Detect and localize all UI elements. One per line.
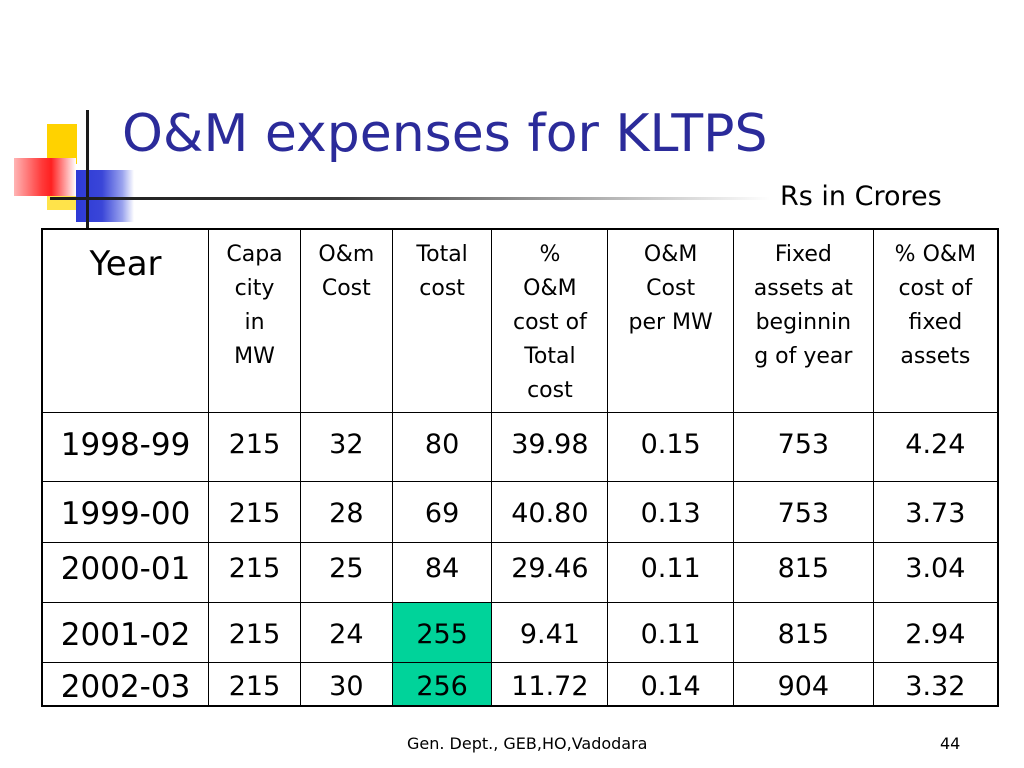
header-om-per-mw: O&M Cost per MW: [607, 228, 734, 413]
cell-fixed-assets: 904: [732, 662, 874, 707]
cell-fixed-assets: 753: [732, 412, 874, 482]
header-line: city: [234, 276, 275, 301]
table-header-row: Year Capa city in MW O&m Cost Total cost % O&M…: [41, 228, 999, 413]
cell-fixed-assets: 815: [732, 542, 874, 603]
header-line: assets at: [753, 276, 853, 301]
slide-title: O&M expenses for KLTPS: [122, 104, 768, 164]
cell-year: 2001-02: [41, 602, 210, 663]
header-line: O&m: [318, 242, 375, 267]
cell-year: 2002-03: [41, 662, 210, 707]
units-label: Rs in Crores: [780, 181, 942, 212]
om-expenses-table: Year Capa city in MW O&m Cost Total cost % O&M…: [41, 228, 999, 707]
cell-om-per-mw: 0.11: [607, 542, 734, 603]
header-line: MW: [234, 344, 275, 369]
header-year: Year: [41, 228, 210, 413]
header-line: cost: [527, 378, 573, 403]
header-line: Cost: [321, 276, 371, 301]
table-row: 1998-99 215 32 80 39.98 0.15 753 4.24: [41, 412, 999, 482]
cell-year: 1999-00: [41, 481, 210, 543]
header-line: cost of: [898, 276, 973, 301]
cell-total-cost: 69: [391, 481, 493, 543]
cell-total-cost-highlighted: 256: [391, 662, 493, 707]
cell-total-cost-highlighted: 255: [391, 602, 493, 663]
cell-year: 1998-99: [41, 412, 210, 482]
header-line: fixed: [908, 310, 963, 335]
cell-capacity: 215: [208, 481, 301, 543]
logo-yellow-square: [47, 124, 77, 164]
header-line: O&M: [523, 276, 577, 301]
header-line: per MW: [628, 310, 713, 335]
cell-pct-om-total: 39.98: [491, 412, 609, 482]
cell-capacity: 215: [208, 542, 301, 603]
header-line: % O&M: [894, 242, 977, 267]
table-row: 2001-02 215 24 255 9.41 0.11 815 2.94: [41, 602, 999, 663]
table-row: 2002-03 215 30 256 11.72 0.14 904 3.32: [41, 662, 999, 707]
cell-om-cost: 30: [299, 662, 393, 707]
header-line: cost: [419, 276, 465, 301]
cell-om-per-mw: 0.13: [607, 481, 734, 543]
header-pct-om-fixed: % O&M cost of fixed assets: [872, 228, 999, 413]
header-line: cost of: [512, 310, 587, 335]
cell-pct-om-fixed: 3.73: [872, 481, 999, 543]
cell-total-cost: 84: [391, 542, 493, 603]
cell-capacity: 215: [208, 662, 301, 707]
page-number: 44: [940, 734, 961, 753]
header-capacity: Capa city in MW: [208, 228, 301, 413]
logo-red-bar: [14, 158, 76, 196]
header-pct-om-total: % O&M cost of Total cost: [491, 228, 609, 413]
header-line: assets: [900, 344, 971, 369]
header-line: Capa: [226, 242, 283, 267]
cell-om-per-mw: 0.11: [607, 602, 734, 663]
cell-year: 2000-01: [41, 542, 210, 603]
cell-pct-om-total: 11.72: [491, 662, 609, 707]
header-line: Year: [89, 244, 162, 284]
cell-pct-om-fixed: 4.24: [872, 412, 999, 482]
cell-om-per-mw: 0.14: [607, 662, 734, 707]
header-line: O&M: [643, 242, 698, 267]
cell-om-per-mw: 0.15: [607, 412, 734, 482]
cell-om-cost: 32: [299, 412, 393, 482]
cell-capacity: 215: [208, 602, 301, 663]
title-underline: [50, 197, 770, 200]
cell-total-cost: 80: [391, 412, 493, 482]
header-line: %: [539, 242, 561, 267]
cell-capacity: 215: [208, 412, 301, 482]
cell-om-cost: 24: [299, 602, 393, 663]
cell-fixed-assets: 753: [732, 481, 874, 543]
cell-pct-om-total: 9.41: [491, 602, 609, 663]
cell-om-cost: 28: [299, 481, 393, 543]
cell-pct-om-total: 29.46: [491, 542, 609, 603]
header-line: Total: [416, 242, 468, 267]
header-line: Total: [524, 344, 576, 369]
header-total-cost: Total cost: [391, 228, 493, 413]
cell-om-cost: 25: [299, 542, 393, 603]
table-row: 2000-01 215 25 84 29.46 0.11 815 3.04: [41, 542, 999, 603]
cell-fixed-assets: 815: [732, 602, 874, 663]
logo-vertical-line: [86, 110, 89, 230]
header-fixed-assets: Fixed assets at beginnin g of year: [732, 228, 874, 413]
cell-pct-om-fixed: 3.04: [872, 542, 999, 603]
footer-source: Gen. Dept., GEB,HO,Vadodara: [407, 734, 648, 753]
header-line: beginnin: [755, 310, 852, 335]
header-line: Fixed: [774, 242, 832, 267]
header-line: g of year: [754, 344, 853, 369]
cell-pct-om-fixed: 2.94: [872, 602, 999, 663]
header-om-cost: O&m Cost: [299, 228, 393, 413]
header-line: in: [244, 310, 265, 335]
logo-blue-square: [76, 170, 134, 222]
cell-pct-om-total: 40.80: [491, 481, 609, 543]
table-row: 1999-00 215 28 69 40.80 0.13 753 3.73: [41, 481, 999, 543]
cell-pct-om-fixed: 3.32: [872, 662, 999, 707]
header-line: Cost: [646, 276, 696, 301]
